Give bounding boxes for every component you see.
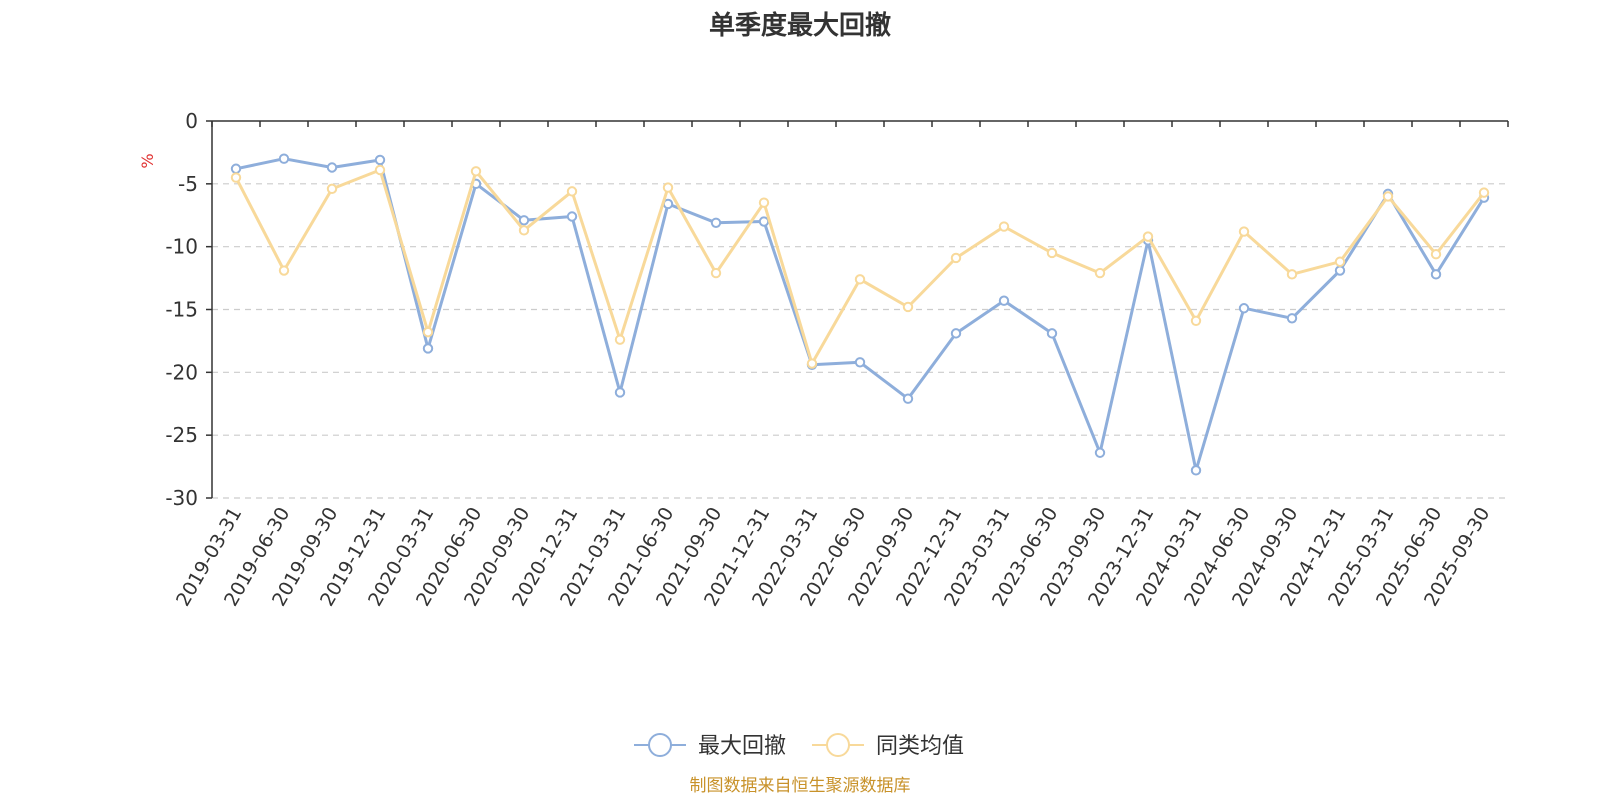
- data-point: [278, 153, 290, 164]
- legend[interactable]: 最大回撤 同类均值: [634, 733, 964, 759]
- data-point: [710, 267, 722, 279]
- legend-label: 最大回撤: [698, 734, 786, 759]
- data-point: [1190, 315, 1202, 327]
- data-point: [566, 211, 578, 222]
- y-tick-label: -15: [165, 298, 198, 322]
- data-point: [1478, 187, 1490, 198]
- data-point: [1046, 247, 1058, 259]
- data-point: [758, 216, 770, 227]
- data-point: [278, 265, 290, 276]
- y-tick-label: -25: [165, 423, 198, 447]
- data-point: [1046, 328, 1058, 339]
- data-point: [950, 252, 962, 264]
- data-point: [854, 274, 866, 285]
- data-point: [998, 295, 1010, 306]
- data-point: [614, 334, 626, 345]
- data-point: [902, 393, 914, 404]
- y-tick-label: -10: [165, 235, 198, 259]
- data-point: [326, 183, 338, 195]
- data-point: [1094, 267, 1106, 279]
- grid-lines: [212, 183, 1508, 499]
- legend-circle-icon: [648, 733, 672, 757]
- data-point: [1094, 447, 1106, 458]
- data-point: [1238, 303, 1250, 314]
- data-point: [1190, 465, 1202, 476]
- data-point: [806, 358, 818, 369]
- data-point: [230, 163, 242, 174]
- data-point: [518, 215, 530, 226]
- data-point: [1142, 231, 1154, 242]
- y-tick-label: -20: [165, 360, 198, 384]
- data-point: [518, 225, 530, 236]
- legend-item-2[interactable]: 同类均值: [812, 733, 964, 759]
- data-point: [1334, 265, 1346, 276]
- y-tick-label: -30: [165, 486, 198, 510]
- y-tick-label: -5: [178, 172, 198, 196]
- legend-label: 同类均值: [876, 734, 964, 759]
- data-point: [758, 197, 770, 208]
- data-point: [566, 186, 578, 197]
- data-point: [710, 217, 722, 228]
- data-point: [1382, 191, 1394, 202]
- data-point: [1334, 256, 1346, 267]
- data-point: [470, 166, 482, 177]
- data-point: [614, 387, 626, 398]
- data-point: [1238, 226, 1250, 237]
- series-1: [230, 153, 1490, 476]
- series-group: [230, 153, 1490, 476]
- data-point: [374, 154, 386, 166]
- legend-item-1[interactable]: 最大回撤: [634, 733, 786, 759]
- data-point: [1430, 249, 1442, 260]
- data-point: [230, 172, 242, 183]
- chart-title: 单季度最大回撤: [709, 10, 891, 41]
- series-2: [230, 164, 1490, 369]
- data-point: [950, 328, 962, 339]
- data-point: [902, 301, 914, 313]
- data-point: [422, 326, 434, 338]
- data-point: [1430, 269, 1442, 280]
- data-point: [422, 343, 434, 354]
- data-point: [998, 221, 1010, 232]
- legend-circle-icon: [826, 733, 850, 757]
- data-point: [1286, 313, 1298, 324]
- data-point: [1286, 269, 1298, 280]
- data-point: [326, 162, 338, 173]
- data-point: [662, 182, 674, 193]
- data-point: [854, 357, 866, 368]
- y-tick-label: 0: [185, 109, 198, 133]
- data-point: [374, 164, 386, 176]
- data-source-note: 制图数据来自恒生聚源数据库: [690, 776, 911, 796]
- y-axis-unit: %: [138, 153, 157, 168]
